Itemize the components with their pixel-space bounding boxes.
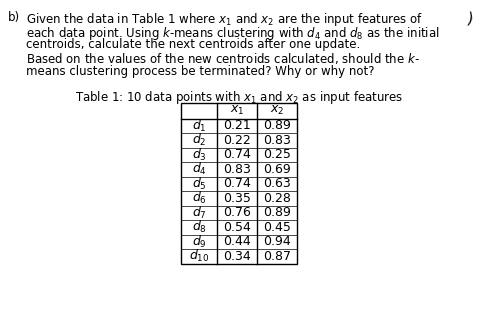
Text: $x_2$: $x_2$ xyxy=(270,104,284,117)
Text: ): ) xyxy=(466,11,474,27)
Text: $x_1$: $x_1$ xyxy=(230,104,244,117)
Text: Table 1: 10 data points with $x_1$ and $x_2$ as input features: Table 1: 10 data points with $x_1$ and $… xyxy=(75,88,403,106)
Text: $d_3$: $d_3$ xyxy=(192,147,206,163)
Text: $d_{10}$: $d_{10}$ xyxy=(189,248,209,264)
Text: 0.69: 0.69 xyxy=(263,163,291,176)
Text: 0.25: 0.25 xyxy=(263,148,291,161)
Text: $d_9$: $d_9$ xyxy=(192,234,206,250)
Text: centroids, calculate the next centroids after one update.: centroids, calculate the next centroids … xyxy=(26,38,360,51)
Text: $d_5$: $d_5$ xyxy=(192,176,206,192)
Text: $d_6$: $d_6$ xyxy=(192,190,206,206)
Text: $d_8$: $d_8$ xyxy=(192,219,206,235)
Text: 0.22: 0.22 xyxy=(223,134,251,147)
Text: $d_7$: $d_7$ xyxy=(192,205,206,221)
Text: 0.89: 0.89 xyxy=(263,206,291,219)
Text: 0.63: 0.63 xyxy=(263,177,291,190)
Text: $d_2$: $d_2$ xyxy=(192,132,206,148)
Text: $d_1$: $d_1$ xyxy=(192,118,206,134)
Text: 0.44: 0.44 xyxy=(223,235,251,248)
Text: 0.45: 0.45 xyxy=(263,221,291,234)
Text: 0.35: 0.35 xyxy=(223,192,251,205)
Text: $d_4$: $d_4$ xyxy=(192,161,206,177)
Text: 0.83: 0.83 xyxy=(263,134,291,147)
Text: b): b) xyxy=(8,11,20,24)
Text: 0.74: 0.74 xyxy=(223,148,251,161)
Text: 0.89: 0.89 xyxy=(263,119,291,132)
Text: 0.54: 0.54 xyxy=(223,221,251,234)
Text: 0.83: 0.83 xyxy=(223,163,251,176)
Text: 0.21: 0.21 xyxy=(223,119,251,132)
Bar xyxy=(181,102,297,263)
Text: 0.34: 0.34 xyxy=(223,250,251,263)
Text: means clustering process be terminated? Why or why not?: means clustering process be terminated? … xyxy=(26,65,374,78)
Text: 0.94: 0.94 xyxy=(263,235,291,248)
Text: 0.28: 0.28 xyxy=(263,192,291,205)
Text: 0.74: 0.74 xyxy=(223,177,251,190)
Text: 0.76: 0.76 xyxy=(223,206,251,219)
Text: each data point. Using $k$-means clustering with $d_4$ and $d_8$ as the initial: each data point. Using $k$-means cluster… xyxy=(26,25,440,41)
Text: 0.87: 0.87 xyxy=(263,250,291,263)
Text: Based on the values of the new centroids calculated, should the $k$-: Based on the values of the new centroids… xyxy=(26,51,420,66)
Text: Given the data in Table 1 where $x_1$ and $x_2$ are the input features of: Given the data in Table 1 where $x_1$ an… xyxy=(26,11,423,28)
